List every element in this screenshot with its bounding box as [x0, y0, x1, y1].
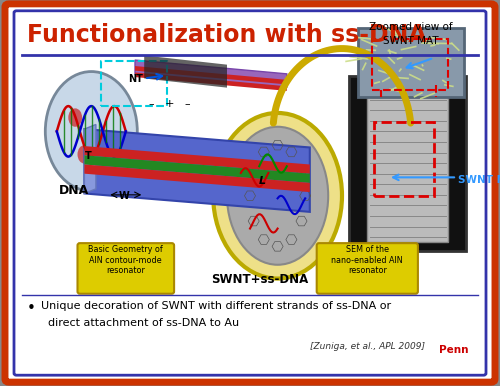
Text: NT: NT — [128, 74, 143, 84]
Ellipse shape — [78, 145, 92, 164]
Polygon shape — [84, 129, 310, 212]
Text: Unique decoration of SWNT with different strands of ss-DNA or: Unique decoration of SWNT with different… — [40, 301, 391, 311]
Text: Basic Geometry of
AlN contour-mode
resonator: Basic Geometry of AlN contour-mode reson… — [88, 245, 163, 275]
Text: Zoomed view of: Zoomed view of — [369, 22, 453, 32]
Text: L: L — [259, 176, 266, 186]
Text: Functionalization with ss-DNA: Functionalization with ss-DNA — [27, 23, 426, 47]
Polygon shape — [135, 66, 287, 85]
Text: [Zuniga, et al., APL 2009]: [Zuniga, et al., APL 2009] — [310, 342, 425, 351]
Text: Penn: Penn — [438, 345, 468, 355]
Polygon shape — [368, 90, 448, 242]
Text: SEM of the
nano-enabled AlN
resonator: SEM of the nano-enabled AlN resonator — [332, 245, 403, 275]
Polygon shape — [135, 73, 287, 91]
Ellipse shape — [92, 136, 105, 154]
Text: SWNT MAT: SWNT MAT — [458, 174, 500, 185]
Text: SWNT+ss-DNA: SWNT+ss-DNA — [211, 273, 308, 286]
Polygon shape — [84, 146, 310, 174]
Text: T: T — [86, 151, 92, 161]
Bar — [358, 28, 464, 97]
Polygon shape — [84, 164, 310, 192]
Text: •: • — [27, 301, 36, 316]
FancyBboxPatch shape — [316, 243, 418, 294]
Bar — [374, 122, 434, 196]
Ellipse shape — [227, 127, 328, 265]
Ellipse shape — [46, 71, 138, 191]
Text: –   +   –: – + – — [149, 100, 190, 110]
Ellipse shape — [68, 108, 82, 127]
Ellipse shape — [213, 113, 342, 279]
Polygon shape — [144, 56, 227, 88]
Polygon shape — [84, 124, 96, 193]
Text: SWNT MAT: SWNT MAT — [383, 36, 439, 46]
Polygon shape — [135, 60, 287, 88]
Bar — [372, 39, 448, 90]
FancyBboxPatch shape — [78, 243, 174, 294]
Text: direct attachment of ss-DNA to Au: direct attachment of ss-DNA to Au — [40, 318, 239, 328]
Bar — [349, 76, 466, 251]
Polygon shape — [84, 155, 310, 183]
Text: DNA: DNA — [59, 184, 90, 197]
Text: W: W — [119, 191, 130, 201]
